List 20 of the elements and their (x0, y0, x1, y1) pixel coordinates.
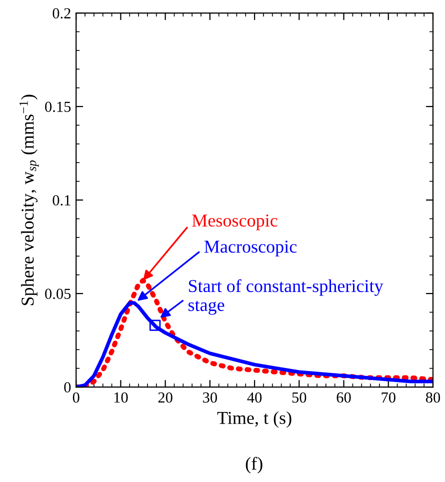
y-tick-label: 0.1 (52, 195, 70, 206)
text: (f) (246, 456, 262, 474)
y-tick-label: 0.15 (45, 102, 71, 112)
x-tick-label: 30 (203, 392, 217, 403)
x-tick-label: 20 (158, 392, 172, 403)
annotation: Macroscopic (204, 240, 297, 256)
x-tick-label: 80 (426, 392, 440, 403)
x-axis-title: Time, t (s) (217, 411, 292, 428)
x-tick-label: 40 (247, 392, 262, 403)
y-tick-label: 0 (64, 382, 71, 392)
x-tick-label: 60 (336, 392, 351, 403)
y-tick-label: 0.2 (52, 8, 70, 19)
x-tick-label: 0 (72, 392, 80, 403)
x-tick-label: 50 (292, 392, 306, 403)
y-tick-label: 0.05 (45, 288, 71, 300)
y-axis-title: Sphere velocity, w$_{sp}$ (mms$^{−1}$) (19, 94, 39, 306)
x-tick-label: 70 (382, 392, 396, 403)
annotation: Start of constant-sphericity stage (188, 279, 384, 315)
annotation: Mesoscopic (192, 214, 278, 230)
x-tick-label: 10 (114, 392, 128, 403)
